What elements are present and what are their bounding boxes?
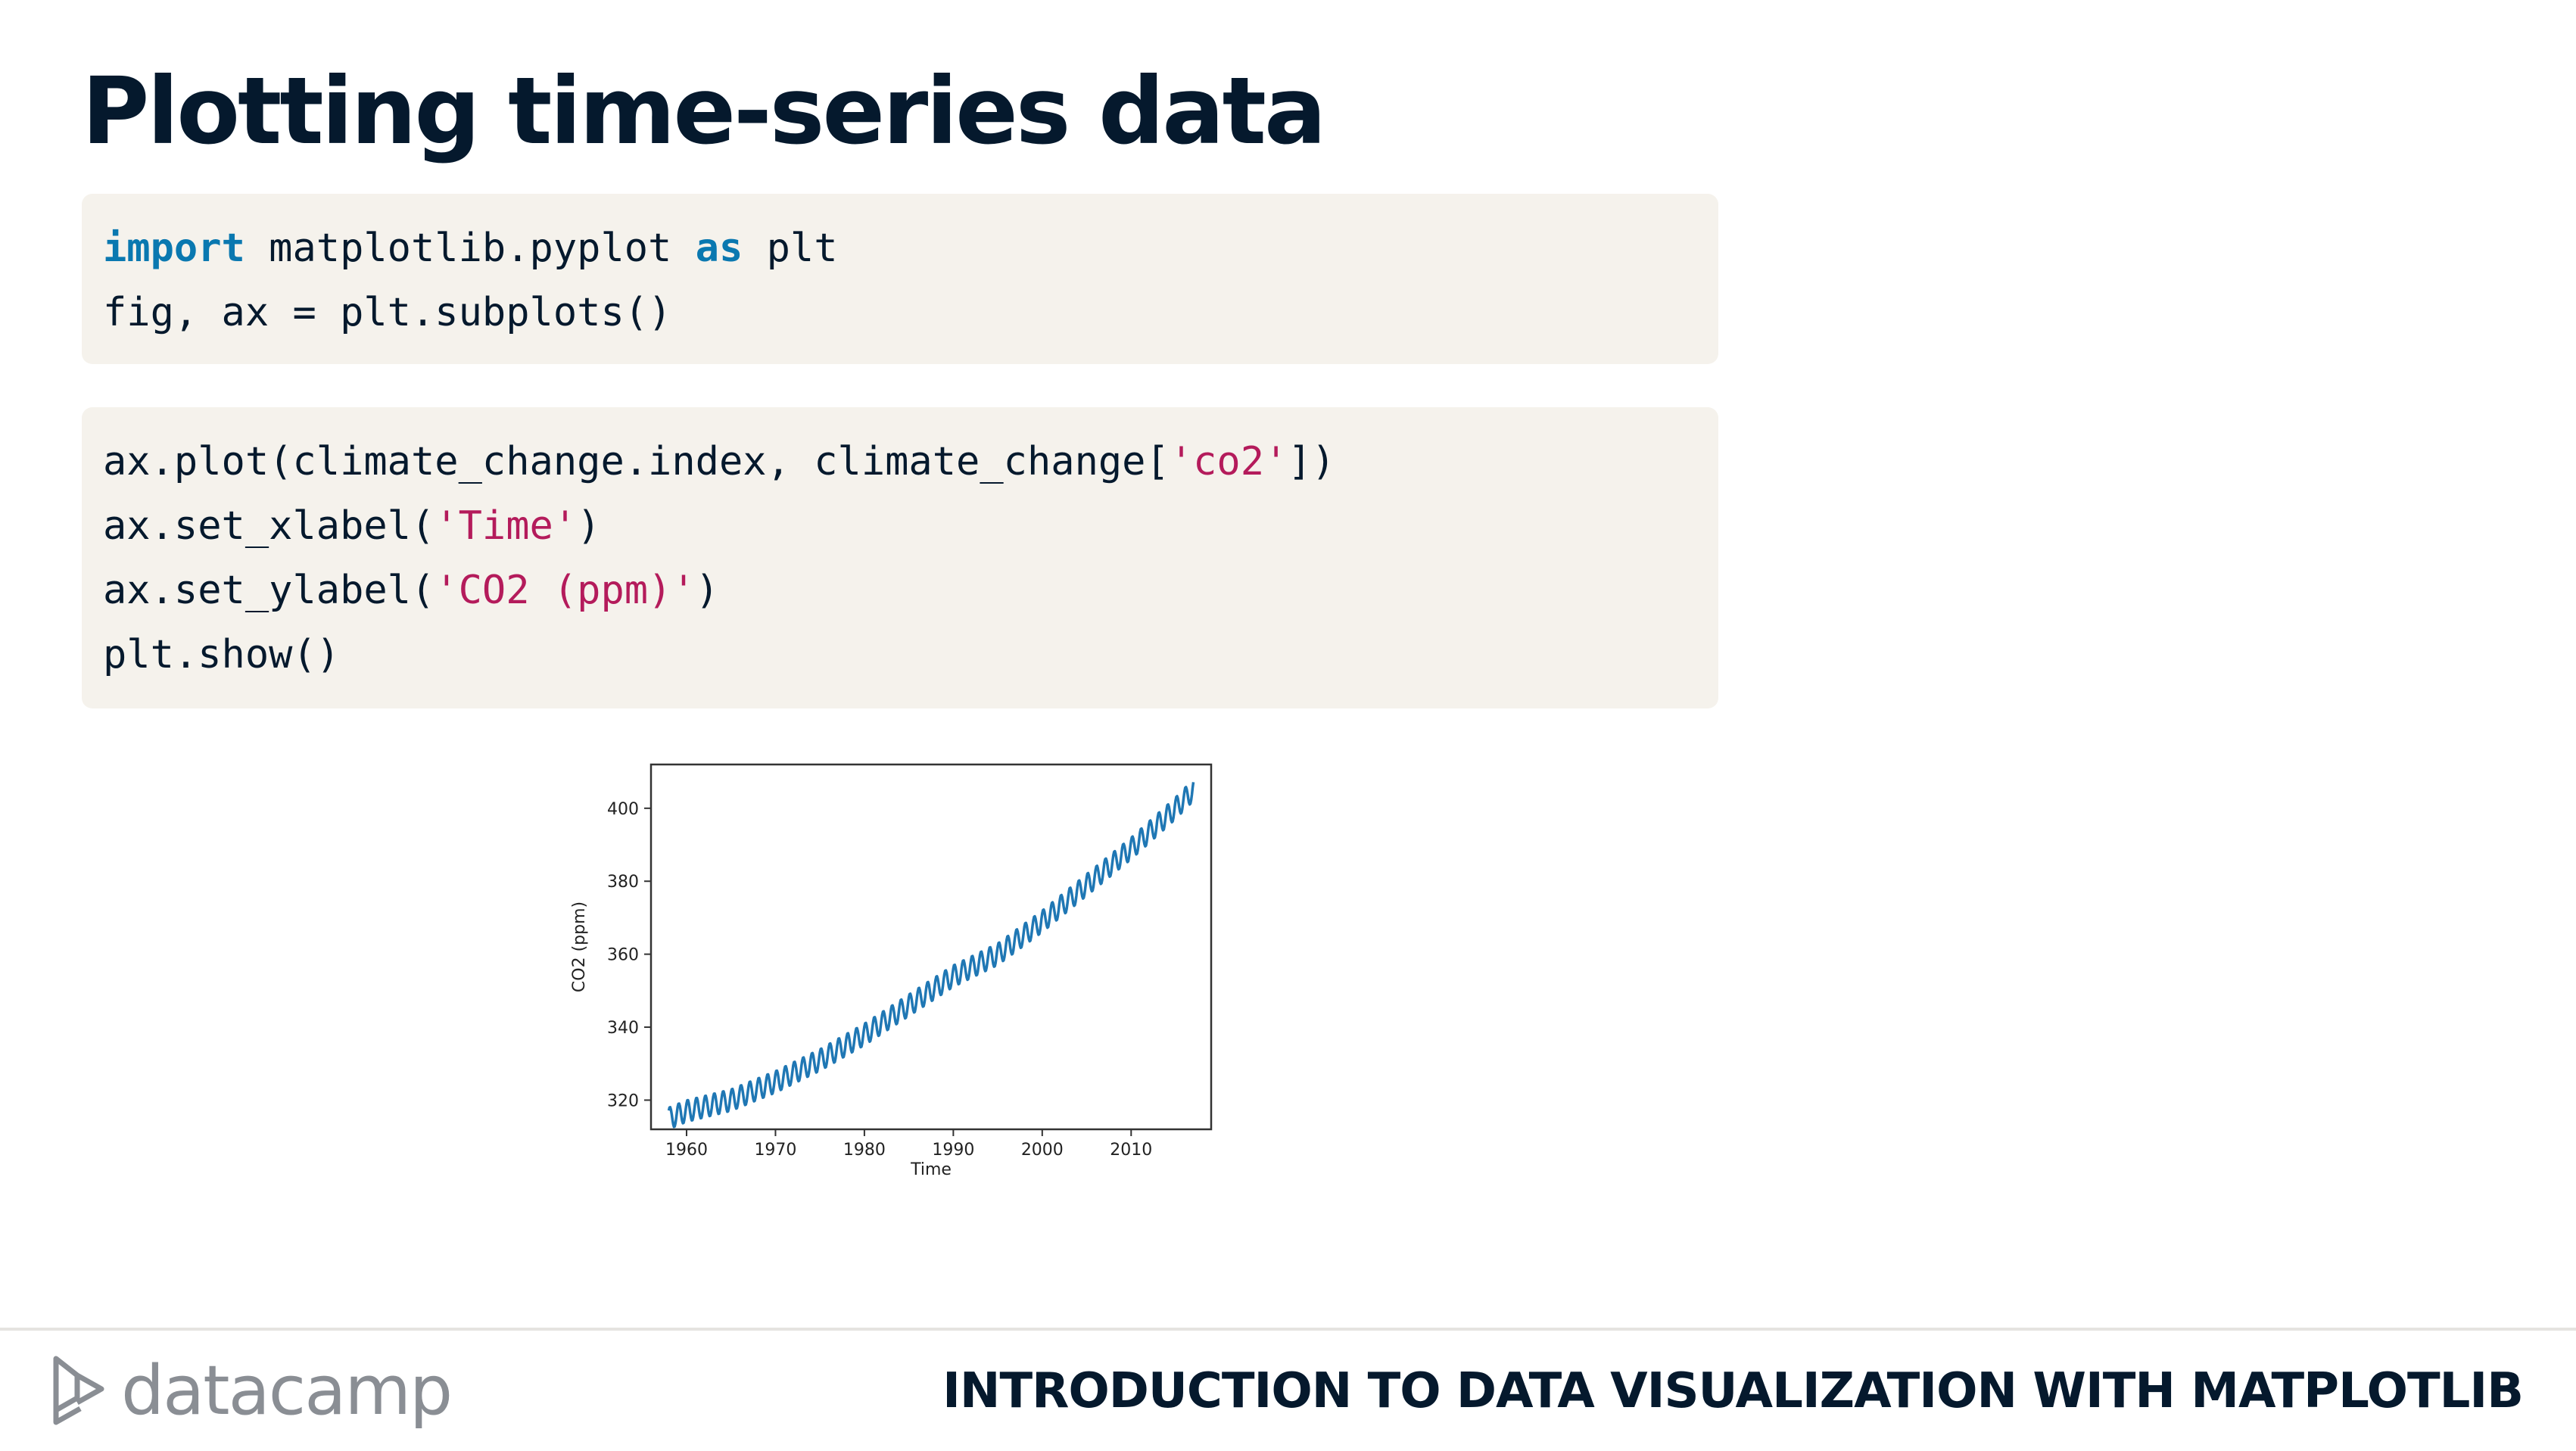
datacamp-logo[interactable]: datacamp	[50, 1349, 453, 1432]
y-tick-label: 340	[607, 1019, 639, 1038]
code-text: matplotlib.pyplot	[245, 226, 696, 271]
datacamp-logo-text: datacamp	[121, 1350, 453, 1431]
code-text: ])	[1288, 439, 1335, 484]
code-line: fig, ax = plt.subplots()	[103, 281, 1718, 345]
code-block-imports: import matplotlib.pyplot as plt fig, ax =…	[82, 194, 1718, 364]
code-text: fig, ax = plt.subplots()	[103, 290, 672, 335]
code-text: ax.set_ylabel(	[103, 568, 435, 613]
y-tick-label: 360	[607, 946, 639, 965]
code-line: import matplotlib.pyplot as plt	[103, 216, 1718, 281]
y-axis-ticks: 320 340 360 380 400	[607, 800, 651, 1110]
y-axis-label: CO2 (ppm)	[570, 901, 589, 992]
code-text: plt.show()	[103, 632, 341, 677]
datacamp-logo-icon	[53, 1356, 104, 1425]
x-tick-label: 1970	[754, 1141, 796, 1160]
code-block-plot: ax.plot(climate_change.index, climate_ch…	[82, 407, 1718, 708]
y-tick-label: 320	[607, 1091, 639, 1110]
code-line: ax.set_xlabel('Time')	[103, 494, 1718, 559]
series-line-co2	[667, 782, 1195, 1129]
x-tick-label: 1980	[843, 1141, 886, 1160]
code-text: plt	[743, 226, 838, 271]
y-tick-label: 400	[607, 800, 639, 819]
x-axis-ticks: 1960 1970 1980 1990 2000 2010	[665, 1129, 1152, 1160]
x-tick-label: 2010	[1110, 1141, 1152, 1160]
code-string: 'co2'	[1169, 439, 1288, 484]
slide-title: Plotting time-series data	[82, 58, 1326, 165]
code-line: plt.show()	[103, 623, 1718, 687]
course-title: INTRODUCTION TO DATA VISUALIZATION WITH …	[942, 1363, 2524, 1419]
co2-time-series-chart: 1960 1970 1980 1990 2000 2010 320 340 360 380 400…	[570, 763, 1213, 1179]
footer-divider	[0, 1328, 2576, 1331]
x-tick-label: 1990	[932, 1141, 974, 1160]
x-axis-label: Time	[910, 1160, 952, 1179]
code-text: )	[695, 568, 719, 613]
code-text: ax.plot(climate_change.index, climate_ch…	[103, 439, 1170, 484]
code-keyword: import	[103, 226, 245, 271]
x-tick-label: 2000	[1021, 1141, 1064, 1160]
code-line: ax.set_ylabel('CO2 (ppm)')	[103, 559, 1718, 623]
x-tick-label: 1960	[665, 1141, 708, 1160]
code-string: 'Time'	[435, 503, 578, 549]
plot-area-frame	[649, 763, 1213, 1131]
code-text: ax.set_xlabel(	[103, 503, 435, 549]
code-string: 'CO2 (ppm)'	[435, 568, 696, 613]
code-keyword: as	[695, 226, 743, 271]
y-tick-label: 380	[607, 873, 639, 892]
code-line: ax.plot(climate_change.index, climate_ch…	[103, 430, 1718, 494]
code-text: )	[577, 503, 601, 549]
